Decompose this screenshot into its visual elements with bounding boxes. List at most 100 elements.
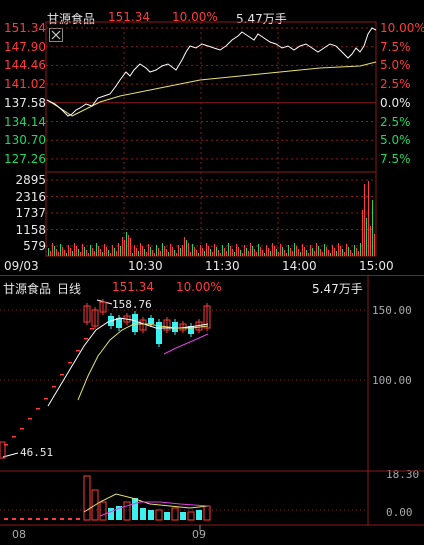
daily-period-label[interactable]: 日线	[57, 282, 82, 296]
volume-bar	[76, 246, 77, 256]
daily-volume-bar	[155, 509, 163, 521]
volume-bar	[326, 247, 327, 256]
daily-volume-bar	[123, 501, 131, 521]
candle	[132, 314, 138, 332]
candles	[0, 299, 211, 459]
date-label-09: 09	[192, 528, 206, 541]
volume-bar	[362, 210, 363, 256]
volume-bar	[372, 200, 373, 256]
volume-bar	[338, 243, 339, 256]
percent-axis-label: 5.0%	[380, 133, 411, 148]
volume-bar	[104, 244, 105, 256]
daily-volume-bar	[76, 518, 80, 520]
volume-bar	[308, 253, 309, 256]
daily-volume-bar	[60, 518, 64, 520]
volume-bar	[82, 244, 83, 256]
price-axis-label: 127.26	[4, 151, 46, 166]
daily-volume-bar	[4, 518, 8, 520]
price-axis-label: 130.70	[4, 133, 46, 148]
volume-bar	[260, 247, 261, 256]
volume-bar	[250, 243, 251, 256]
volume-bar	[64, 250, 65, 256]
volume-bar	[110, 253, 111, 256]
candle-limit-up	[12, 436, 16, 438]
volume-bar	[242, 253, 243, 256]
chart-frame	[45, 21, 377, 257]
candle-limit-up	[52, 386, 56, 388]
volume-bar	[184, 237, 185, 256]
volume-bar	[66, 253, 67, 256]
candle-limit-up	[60, 374, 64, 376]
volume-bar	[294, 243, 295, 256]
volume-bar	[284, 250, 285, 256]
volume-bar	[192, 244, 193, 256]
candle	[163, 319, 171, 331]
volume-bar	[336, 251, 337, 256]
volume-bar	[74, 243, 75, 256]
volume-axis-label: 2316	[15, 189, 46, 204]
volume-bar	[290, 248, 291, 256]
volume-bar	[84, 247, 85, 256]
volume-bar	[298, 249, 299, 256]
high-price-label: 158.76	[112, 298, 152, 311]
volume-bar	[78, 249, 79, 256]
volume-bar	[190, 252, 191, 256]
volume-bar	[334, 248, 335, 256]
daily-vol-axis-zero: 0.00	[386, 506, 413, 519]
volume-bar	[202, 248, 203, 256]
volume-bar	[366, 218, 367, 256]
daily-volume-bar	[164, 512, 170, 520]
time-label-1030: 10:30	[128, 259, 163, 273]
volume-bar	[58, 252, 59, 256]
volume-bar	[350, 250, 351, 256]
intraday-chart[interactable]	[0, 0, 424, 275]
volume-bar	[354, 245, 355, 256]
volume-bar	[152, 250, 153, 256]
percent-axis-label: 2.5%	[380, 77, 411, 92]
volume-bars	[48, 181, 375, 256]
volume-bar	[252, 246, 253, 256]
daily-volume-bar	[187, 511, 195, 521]
candle-limit-up	[68, 362, 72, 364]
price-axis-label: 134.14	[4, 114, 46, 129]
volume-bar	[330, 253, 331, 256]
candle	[148, 318, 154, 324]
daily-volume-bar	[140, 508, 146, 520]
daily-last-price: 151.34	[112, 280, 154, 294]
change-percent: 10.00%	[172, 10, 218, 24]
daily-volume-bar	[44, 518, 48, 520]
last-price: 151.34	[108, 10, 150, 24]
volume-bar	[92, 248, 93, 256]
volume-axis-label: 1737	[15, 206, 46, 220]
average-price-line	[46, 61, 377, 117]
daily-stock-name: 甘源食品	[3, 282, 52, 296]
volume-bar	[248, 251, 249, 256]
volume-bar	[220, 253, 221, 256]
candle-limit-up	[20, 428, 24, 430]
volume-bar	[304, 247, 305, 256]
volume-bar	[48, 248, 49, 256]
volume-bar	[122, 237, 123, 256]
volume-bar	[216, 247, 217, 256]
volume-bar	[352, 253, 353, 256]
volume-bar	[70, 248, 71, 256]
volume-bar	[222, 245, 223, 256]
volume-bar	[282, 247, 283, 256]
daily-volume: 5.47万手	[312, 282, 363, 296]
volume-bar	[236, 244, 237, 256]
volume-bar	[208, 246, 209, 256]
volume-bar	[54, 246, 55, 256]
daily-kline-chart[interactable]	[0, 276, 424, 545]
volume-bar	[272, 243, 273, 256]
volume-bar	[130, 238, 131, 256]
volume-bar	[96, 243, 97, 256]
volume-bar	[344, 252, 345, 256]
volume-bar	[138, 251, 139, 256]
daily-volume-bar	[36, 518, 40, 520]
volume-bar	[50, 251, 51, 256]
volume-bar	[60, 244, 61, 256]
volume-bar	[156, 245, 157, 256]
volume-bar	[186, 240, 187, 256]
volume-bar	[182, 245, 183, 256]
volume-bar	[120, 246, 121, 256]
